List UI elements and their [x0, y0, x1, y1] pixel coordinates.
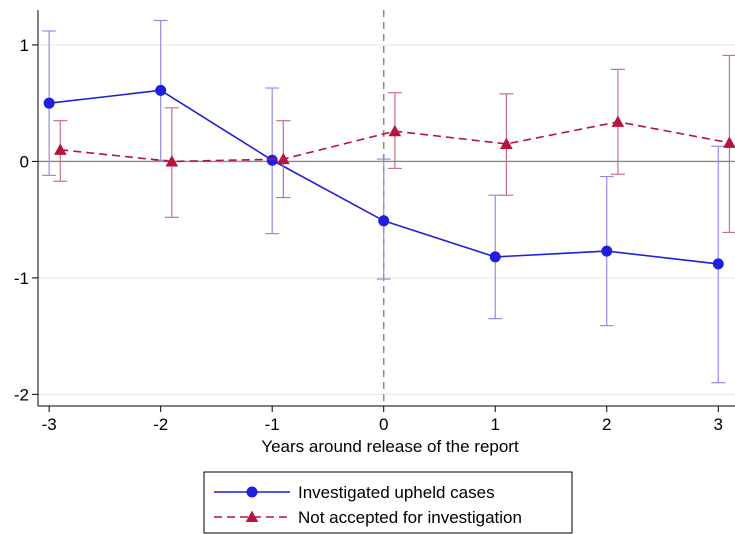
legend-label-0: Investigated upheld cases: [298, 483, 495, 502]
y-tick-label-3: 1: [20, 36, 29, 55]
point-0-4: [489, 251, 501, 263]
x-tick-label-1: -2: [153, 415, 168, 434]
y-tick-label-2: 0: [20, 152, 29, 171]
point-1-5: [611, 115, 625, 127]
point-0-2: [266, 154, 278, 166]
series-1: [53, 54, 735, 234]
y-tick-label-1: -1: [14, 269, 29, 288]
y-tick-label-0: -2: [14, 385, 29, 404]
x-tick-label-2: -1: [265, 415, 280, 434]
x-tick-label-5: 2: [602, 415, 611, 434]
point-1-3: [388, 124, 402, 137]
series-layer: [42, 19, 735, 384]
point-1-1: [165, 155, 179, 167]
point-0-5: [601, 245, 613, 257]
x-tick-label-3: 0: [379, 415, 388, 434]
point-0-1: [155, 84, 167, 96]
legend-item-0: Investigated upheld cases: [214, 483, 495, 502]
x-axis-title: Years around release of the report: [261, 437, 519, 456]
point-0-6: [712, 258, 724, 270]
legend-marker-0: [246, 486, 258, 498]
point-0-3: [378, 215, 390, 227]
legend-label-1: Not accepted for investigation: [298, 508, 522, 527]
point-1-4: [500, 137, 513, 150]
legend-box: [203, 471, 573, 534]
legend-marker-1: [245, 510, 259, 523]
point-1-6: [723, 136, 735, 148]
legend-item-1: Not accepted for investigation: [214, 508, 522, 527]
axes: [32, 10, 735, 412]
point-0-0: [43, 97, 55, 109]
point-1-0: [53, 143, 67, 155]
point-1-2: [277, 152, 290, 165]
series-0: [42, 19, 726, 384]
tick-labels: -2 -1 0 1 -3 -2 -1 0 1 2 3: [14, 36, 723, 434]
x-tick-label-4: 1: [490, 415, 499, 434]
legend: Investigated upheld cases Not accepted fo…: [203, 471, 573, 534]
x-tick-label-6: 3: [714, 415, 723, 434]
x-tick-label-0: -3: [42, 415, 57, 434]
reference-lines: [38, 10, 735, 406]
